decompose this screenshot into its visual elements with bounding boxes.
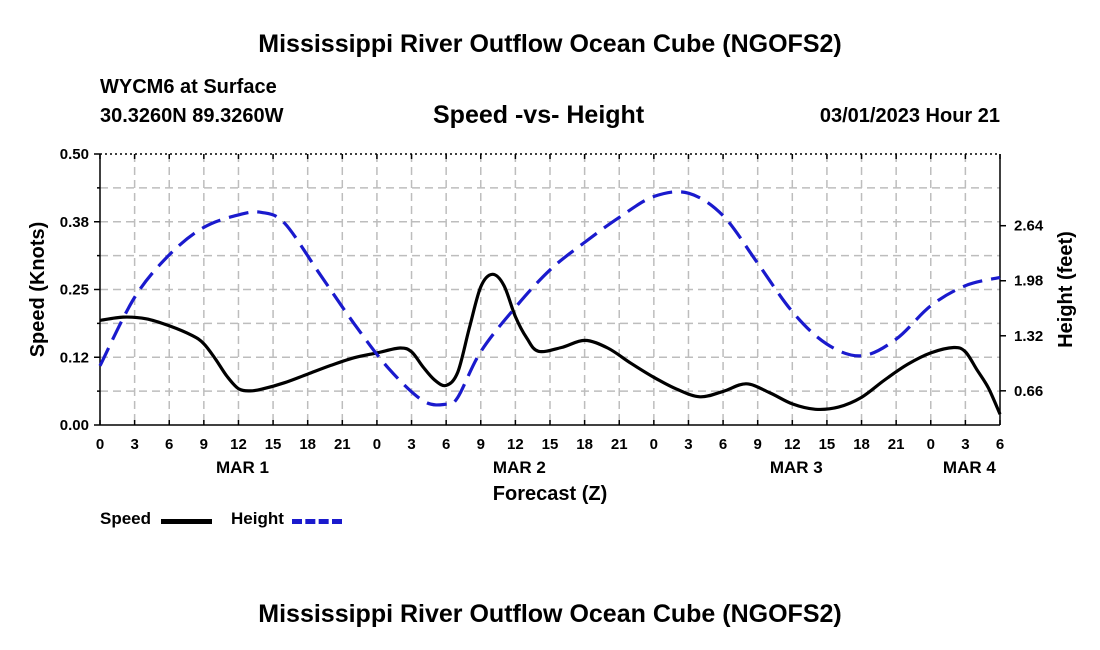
x-tick-label: 6 xyxy=(996,436,1004,453)
x-tick-label: 21 xyxy=(611,436,628,453)
x-day-label: MAR 1 xyxy=(216,458,269,477)
y2-tick-label: 1.98 xyxy=(1014,273,1043,290)
x-tick-label: 18 xyxy=(853,436,870,453)
series-lines xyxy=(98,190,1002,415)
speed-series-line xyxy=(99,272,1002,415)
axes xyxy=(94,153,1006,426)
legend-speed-line xyxy=(161,519,212,524)
station-coords: 30.3260N 89.3260W xyxy=(100,105,284,127)
legend-height-label: Height xyxy=(231,509,284,528)
legend-height-line xyxy=(292,519,342,524)
x-day-label: MAR 2 xyxy=(493,458,546,477)
axis-labels: 0 3 6 9 12 15 18 21 0 3 6 9 12 15 18 21 0 3 6 9 12 15 18 21 0 3 6M… xyxy=(27,146,1077,505)
x-tick-label: 0 xyxy=(373,436,381,453)
x-tick-label: 15 xyxy=(819,436,836,453)
x-tick-label: 15 xyxy=(265,436,282,453)
x-tick-label: 21 xyxy=(334,436,351,453)
y-tick-label: 0.38 xyxy=(60,214,89,231)
x-tick-label: 9 xyxy=(477,436,485,453)
x-tick-label: 0 xyxy=(927,436,935,453)
x-tick-label: 6 xyxy=(719,436,727,453)
x-tick-label: 0 xyxy=(96,436,104,453)
x-tick-label: 3 xyxy=(961,436,969,453)
y-tick-label: 0.00 xyxy=(60,417,89,434)
legend-speed-label: Speed xyxy=(100,509,152,528)
station-label: WYCM6 at Surface xyxy=(100,76,277,98)
x-tick-label: 18 xyxy=(576,436,593,453)
x-tick-label: 3 xyxy=(407,436,415,453)
x-day-label: MAR 4 xyxy=(943,458,996,477)
x-tick-label: 12 xyxy=(784,436,801,453)
x-day-label: MAR 3 xyxy=(770,458,823,477)
x-tick-label: 0 xyxy=(650,436,658,453)
x-tick-label: 9 xyxy=(754,436,762,453)
x-tick-label: 12 xyxy=(230,436,247,453)
grid-lines xyxy=(100,154,1000,425)
y-tick-label: 0.25 xyxy=(60,282,89,299)
chart-title-bottom: Mississippi River Outflow Ocean Cube (NG… xyxy=(258,600,842,628)
y-tick-label: 0.12 xyxy=(60,349,89,366)
x-tick-label: 3 xyxy=(684,436,692,453)
chart-title-top: Mississippi River Outflow Ocean Cube (NG… xyxy=(258,30,842,58)
y2-tick-label: 2.64 xyxy=(1014,218,1044,235)
x-tick-label: 12 xyxy=(507,436,524,453)
forecast-datetime: 03/01/2023 Hour 21 xyxy=(819,105,1000,127)
x-tick-label: 6 xyxy=(165,436,173,453)
y2-tick-label: 1.32 xyxy=(1014,328,1043,345)
y2-axis-title: Height (feet) xyxy=(1055,231,1077,348)
x-tick-label: 21 xyxy=(888,436,905,453)
x-tick-label: 9 xyxy=(200,436,208,453)
x-tick-label: 18 xyxy=(299,436,316,453)
x-tick-label: 15 xyxy=(542,436,559,453)
y-tick-label: 0.50 xyxy=(60,146,89,163)
y-axis-title: Speed (Knots) xyxy=(27,222,49,358)
y2-tick-label: 0.66 xyxy=(1014,383,1043,400)
x-tick-label: 6 xyxy=(442,436,450,453)
x-axis-title: Forecast (Z) xyxy=(493,483,607,505)
x-tick-label: 3 xyxy=(130,436,138,453)
chart-subtitle: Speed -vs- Height xyxy=(433,101,645,129)
